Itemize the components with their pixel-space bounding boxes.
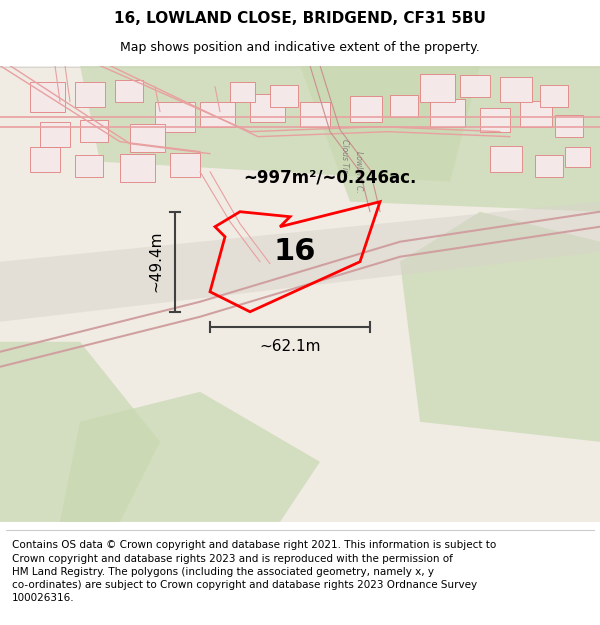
Bar <box>430 99 465 127</box>
Text: ~62.1m: ~62.1m <box>259 339 321 354</box>
Bar <box>115 79 143 102</box>
Bar <box>170 152 200 177</box>
Bar <box>540 84 568 107</box>
Bar <box>200 102 235 127</box>
Bar <box>555 114 583 137</box>
Bar <box>490 146 522 172</box>
Bar <box>30 82 65 112</box>
Text: 16, LOWLAND CLOSE, BRIDGEND, CF31 5BU: 16, LOWLAND CLOSE, BRIDGEND, CF31 5BU <box>114 11 486 26</box>
Text: Map shows position and indicative extent of the property.: Map shows position and indicative extent… <box>120 41 480 54</box>
Bar <box>130 124 165 152</box>
Bar <box>390 94 418 117</box>
Bar <box>565 147 590 167</box>
Polygon shape <box>60 392 320 522</box>
Bar <box>75 154 103 177</box>
Bar <box>480 107 510 132</box>
Bar <box>300 102 330 127</box>
Bar <box>120 154 155 182</box>
Text: ~997m²/~0.246ac.: ~997m²/~0.246ac. <box>244 169 416 187</box>
Bar <box>460 74 490 97</box>
Polygon shape <box>0 342 160 522</box>
Bar <box>75 82 105 107</box>
Bar <box>350 96 382 122</box>
Bar <box>40 122 70 147</box>
Polygon shape <box>80 66 480 182</box>
Text: Contains OS data © Crown copyright and database right 2021. This information is : Contains OS data © Crown copyright and d… <box>12 541 496 603</box>
Bar <box>420 74 455 102</box>
Bar <box>520 101 552 127</box>
Polygon shape <box>400 212 600 442</box>
Text: Clous Tir-: Clous Tir- <box>341 139 349 174</box>
Bar <box>80 119 108 142</box>
Text: Lowland C.: Lowland C. <box>353 151 362 192</box>
Bar <box>230 82 255 102</box>
Polygon shape <box>300 66 600 212</box>
Text: ~49.4m: ~49.4m <box>148 231 163 292</box>
Bar <box>535 154 563 177</box>
Bar <box>155 102 195 132</box>
Bar <box>500 77 532 102</box>
Text: 16: 16 <box>274 238 316 266</box>
Polygon shape <box>0 202 600 322</box>
Bar <box>250 94 285 122</box>
Bar <box>30 147 60 172</box>
Bar <box>270 84 298 107</box>
